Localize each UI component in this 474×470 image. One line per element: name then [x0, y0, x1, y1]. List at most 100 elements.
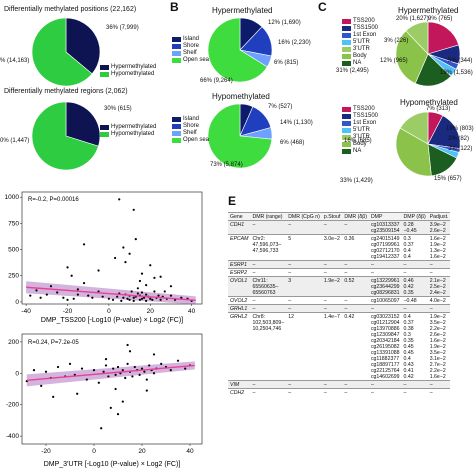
dmr-hypo-label: 0% (1,447) — [0, 138, 30, 144]
legend-label: 5'UTR — [353, 127, 370, 133]
scatter-point — [72, 297, 75, 300]
y-tick-label: 1000 — [5, 194, 20, 201]
legend-item: Body — [342, 141, 378, 148]
scatter-tss200-marks: -40 -20 0 20 40 0 250 500 750 1000 — [5, 194, 196, 315]
legend-label: Hypermethylated — [111, 124, 157, 130]
legend-label: Hypomethylated — [111, 131, 155, 137]
table-cell-gene: VIM — [228, 380, 251, 389]
scatter-point — [128, 298, 131, 301]
correlation-annotation: R=0.24, P=7.2e-05 — [28, 340, 79, 346]
table-row: ESRP1– – – – – – – — [228, 260, 451, 269]
table-cell-gene: OVOL1 — [228, 276, 251, 297]
dmp-legend: Hypermethylated Hypomethylated — [100, 64, 156, 78]
table-header-row: Gene DMR (range) DMR (CpG n) p.Stouf DMR… — [228, 212, 451, 221]
c-bottom-legend: TSS200 TSS1500 1st Exon 5'UTR 3'UTR Body… — [342, 106, 378, 155]
regression-line — [26, 286, 196, 302]
column-header: DMP (δβ) — [401, 212, 428, 221]
scatter-point — [101, 295, 104, 298]
scatter-point — [142, 296, 146, 299]
gene-region-pie-hyper — [395, 21, 461, 87]
scatter-point — [82, 243, 86, 246]
scatter-point — [169, 294, 173, 297]
table-cell-pst: – — [321, 260, 343, 269]
table-cell-pst: 1.4e−7 — [321, 312, 343, 381]
table-cell-padj: 4.0e−2 — [427, 296, 451, 305]
scatter-point — [76, 392, 79, 395]
legend-swatch — [342, 54, 351, 59]
scatter-point — [97, 381, 100, 384]
scatter-point — [169, 285, 173, 288]
scatter-point — [91, 296, 94, 299]
legend-item: 3'UTR — [342, 134, 378, 141]
legend-swatch — [342, 142, 351, 147]
table-cell-range: Chr11: 65560635– 65560763 — [250, 276, 287, 297]
b-bottom-title: Hypomethylated — [212, 92, 270, 101]
table-cell-gene: GRHL2 — [228, 312, 251, 381]
scatter-point — [66, 298, 69, 301]
legend-swatch — [342, 47, 351, 52]
b-bottom-pie-chart — [207, 103, 273, 169]
pie-slice — [395, 127, 432, 177]
scatter-point — [160, 362, 163, 365]
scatter-point — [114, 387, 117, 391]
c-bottom-pie-chart — [395, 111, 461, 177]
dmp-pie — [31, 17, 101, 87]
table-cell-db: – — [342, 296, 369, 305]
table-cell-gene: GRHL1 — [228, 304, 251, 313]
legend-item: Shore — [172, 43, 209, 50]
table-cell-ddb: – — [401, 304, 428, 313]
legend-swatch — [172, 117, 181, 122]
dmp-pie-title: Differentially methylated positions (22,… — [4, 6, 137, 13]
scatter-point — [169, 369, 172, 372]
c-top-label-tss200: 20% (1,627) — [396, 16, 429, 22]
legend-swatch — [172, 58, 181, 63]
scatter-point — [44, 370, 48, 373]
x-tick-label: 20 — [138, 448, 146, 455]
dmr-hyper-label: 30% (615) — [104, 106, 132, 112]
scatter-tss200: -40 -20 0 20 40 0 250 500 750 1000 R=-0.2, P=0.00… — [5, 191, 203, 324]
table-cell-padj: 1.9e−2 3.5e−2 2.2e−2 2.6e−2 1.6e−2 1.9e−… — [427, 312, 451, 381]
pie-slice — [65, 17, 101, 75]
legend-label: TSS1500 — [353, 113, 379, 119]
table-cell-pst: 1.9e−2 — [321, 276, 343, 297]
table-cell-range: – — [250, 220, 287, 235]
b-bottom-legend: Island Shore Shelf Open sea — [172, 116, 209, 144]
table-cell-cpg: – — [286, 220, 322, 235]
table-cell-ddb: – — [401, 388, 428, 396]
scatter-point — [100, 427, 103, 430]
c-bottom-label-body: 33% (1,429) — [340, 178, 373, 184]
table-cell-pst: 3.0e−2 — [321, 234, 343, 261]
scatter-point — [136, 287, 139, 290]
x-tick-label: -20 — [41, 448, 51, 455]
pie-slice — [31, 101, 99, 171]
scatter-point — [122, 296, 125, 299]
y-tick-label: 0 — [15, 370, 19, 377]
scatter-point — [29, 294, 32, 297]
table-cell-dmp: cg10313337 cg23509154 — [368, 220, 402, 235]
legend-item: TSS200 — [342, 18, 378, 25]
scatter-point — [131, 375, 134, 378]
scatter-point — [121, 400, 124, 403]
table-cell-gene: CDH2 — [228, 388, 251, 396]
legend-label: Open sea — [183, 137, 210, 143]
table-cell-padj: – — [427, 304, 451, 313]
table-cell-pst: – — [321, 268, 343, 277]
correlation-annotation: R=-0.2, P=0.00016 — [28, 197, 79, 203]
dmr-legend: Hypermethylated Hypomethylated — [100, 124, 156, 138]
scatter-point — [152, 353, 156, 356]
table-cell-range: – — [250, 260, 287, 269]
c-top-label-na: 19% (1,536) — [440, 70, 473, 76]
legend-swatch — [342, 128, 351, 133]
table-cell-padj: 3.9e−2 2.6e−2 — [427, 220, 451, 235]
table-cell-cpg: – — [286, 380, 322, 389]
table-cell-padj: – — [427, 268, 451, 277]
plot-frame — [21, 333, 203, 445]
legend-swatch — [100, 65, 109, 70]
scatter-point — [145, 284, 148, 287]
column-header: p.Stouf — [321, 212, 343, 221]
table-cell-db: 0.42 — [342, 312, 369, 381]
table-cell-range: – — [250, 380, 287, 389]
scatter-point — [138, 373, 141, 376]
scatter-point — [153, 276, 156, 279]
